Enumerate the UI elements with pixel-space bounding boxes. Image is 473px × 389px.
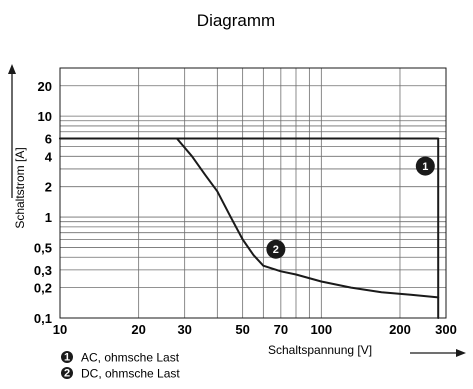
legend-marker-number: 1	[64, 352, 70, 364]
y-tick-label: 0,1	[34, 311, 52, 326]
x-axis-arrow-head	[456, 349, 466, 357]
grid	[59, 67, 447, 319]
series-markers: 12	[266, 156, 435, 259]
x-tick-label: 20	[131, 322, 145, 337]
y-tick-label: 20	[38, 79, 52, 94]
plot-frame	[59, 67, 447, 319]
legend-marker-1	[61, 351, 73, 363]
y-tick-label: 10	[38, 109, 52, 124]
x-axis-label: Schaltspannung [V]	[268, 343, 372, 357]
y-tick-label: 4	[45, 149, 53, 164]
y-tick-label: 0,5	[34, 240, 52, 255]
x-tick-label: 70	[274, 322, 288, 337]
y-tick-label: 0,3	[34, 263, 52, 278]
legend-entry-1: AC, ohmsche Last	[81, 351, 180, 365]
x-tick-label: 300	[435, 322, 457, 337]
series-marker-2	[266, 239, 286, 259]
series-line-2	[59, 137, 440, 299]
y-tick-label: 6	[45, 132, 52, 147]
legend-marker-2	[61, 367, 73, 379]
y-axis-label: Schaltstrom [A]	[13, 147, 27, 228]
legend: 1 AC, ohmsche Last 2 DC, ohmsche Last	[61, 351, 180, 381]
y-tick-label: 0,2	[34, 281, 52, 296]
chart-title: Diagramm	[197, 11, 275, 30]
x-tick-label: 50	[235, 322, 249, 337]
x-tick-label: 100	[310, 322, 332, 337]
series-marker-1	[415, 156, 435, 176]
x-tick-label: 10	[53, 322, 67, 337]
series-marker-number: 1	[422, 161, 428, 173]
series-line-1	[59, 137, 440, 319]
x-tick-label: 200	[389, 322, 411, 337]
legend-entry-2: DC, ohmsche Last	[81, 367, 180, 381]
y-axis-arrow-head	[8, 64, 16, 74]
series-lines	[59, 137, 440, 319]
y-tick-label: 1	[45, 210, 52, 225]
axes	[8, 64, 466, 357]
series-marker-number: 2	[273, 244, 279, 256]
y-tick-label: 2	[45, 180, 52, 195]
x-tick-label: 30	[177, 322, 191, 337]
legend-marker-number: 2	[64, 368, 70, 380]
